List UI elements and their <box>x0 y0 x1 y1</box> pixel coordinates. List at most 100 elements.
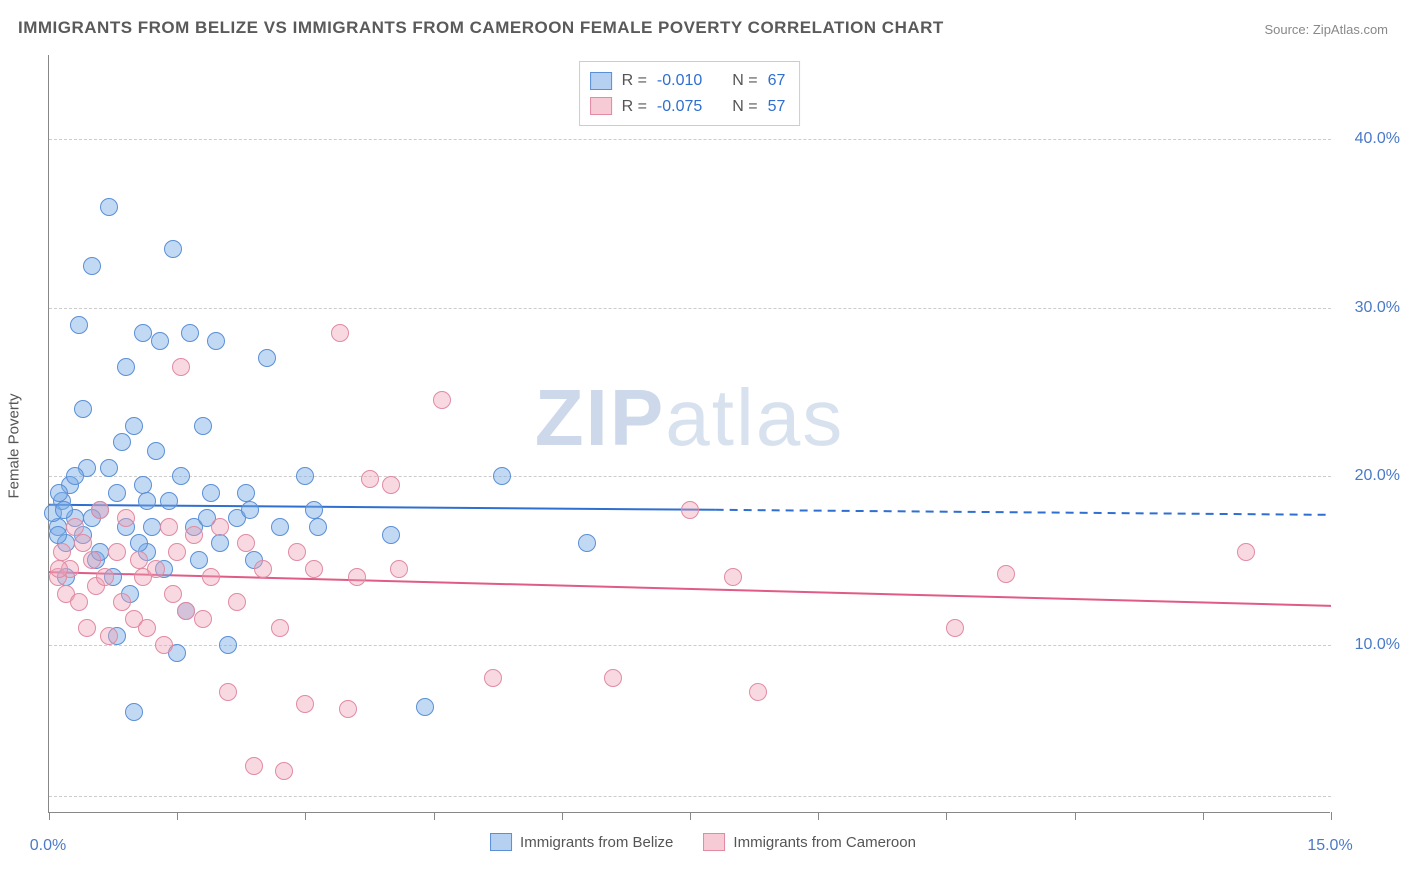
scatter-point <box>172 358 190 376</box>
scatter-point <box>50 560 68 578</box>
legend-stats: R =-0.010N =67R =-0.075N =57 <box>579 61 801 126</box>
scatter-point <box>181 324 199 342</box>
scatter-point <box>100 198 118 216</box>
legend-series-item: Immigrants from Belize <box>490 833 673 851</box>
r-label: R = <box>622 94 647 120</box>
scatter-point <box>66 518 84 536</box>
scatter-point <box>309 518 327 536</box>
legend-series-item: Immigrants from Cameroon <box>703 833 916 851</box>
scatter-point <box>271 518 289 536</box>
x-tick <box>1331 812 1332 820</box>
n-label: N = <box>732 68 757 94</box>
scatter-point <box>147 560 165 578</box>
source-label: Source: ZipAtlas.com <box>1264 22 1388 37</box>
scatter-point <box>219 683 237 701</box>
scatter-point <box>382 526 400 544</box>
gridline-h <box>49 796 1331 797</box>
scatter-point <box>113 593 131 611</box>
x-tick <box>49 812 50 820</box>
scatter-point <box>108 484 126 502</box>
scatter-point <box>117 358 135 376</box>
legend-swatch <box>590 97 612 115</box>
scatter-point <box>70 593 88 611</box>
scatter-point <box>681 501 699 519</box>
scatter-point <box>134 476 152 494</box>
x-tick <box>946 812 947 820</box>
scatter-point <box>493 467 511 485</box>
scatter-point <box>578 534 596 552</box>
scatter-point <box>168 543 186 561</box>
scatter-point <box>130 534 148 552</box>
scatter-point <box>237 484 255 502</box>
scatter-point <box>258 349 276 367</box>
scatter-point <box>66 467 84 485</box>
scatter-point <box>484 669 502 687</box>
gridline-h <box>49 645 1331 646</box>
x-tick <box>1075 812 1076 820</box>
r-label: R = <box>622 68 647 94</box>
scatter-point <box>50 484 68 502</box>
scatter-point <box>416 698 434 716</box>
scatter-point <box>211 534 229 552</box>
scatter-point <box>254 560 272 578</box>
x-tick <box>818 812 819 820</box>
x-tick <box>562 812 563 820</box>
scatter-point <box>219 636 237 654</box>
scatter-point <box>177 602 195 620</box>
legend-series-label: Immigrants from Belize <box>520 834 673 851</box>
n-label: N = <box>732 94 757 120</box>
n-value: 67 <box>768 68 786 94</box>
scatter-point <box>108 543 126 561</box>
legend-swatch <box>703 833 725 851</box>
scatter-point <box>348 568 366 586</box>
scatter-point <box>390 560 408 578</box>
scatter-point <box>91 501 109 519</box>
scatter-point <box>155 636 173 654</box>
x-tick <box>434 812 435 820</box>
scatter-point <box>96 568 114 586</box>
scatter-point <box>138 619 156 637</box>
chart-plot-area: R =-0.010N =67R =-0.075N =57 ZIPatlas 10… <box>48 55 1330 813</box>
scatter-point <box>83 257 101 275</box>
scatter-point <box>997 565 1015 583</box>
gridline-h <box>49 476 1331 477</box>
scatter-point <box>202 484 220 502</box>
y-tick-label: 20.0% <box>1340 467 1400 485</box>
scatter-point <box>228 593 246 611</box>
scatter-point <box>74 400 92 418</box>
legend-series-label: Immigrants from Cameroon <box>733 834 916 851</box>
scatter-point <box>433 391 451 409</box>
scatter-point <box>185 526 203 544</box>
r-value: -0.010 <box>657 68 702 94</box>
n-value: 57 <box>768 94 786 120</box>
scatter-point <box>113 433 131 451</box>
gridline-h <box>49 139 1331 140</box>
scatter-point <box>70 316 88 334</box>
scatter-point <box>190 551 208 569</box>
scatter-point <box>724 568 742 586</box>
scatter-point <box>78 619 96 637</box>
watermark-rest: atlas <box>665 373 844 462</box>
scatter-point <box>100 459 118 477</box>
x-tick-label: 15.0% <box>1307 837 1352 855</box>
scatter-point <box>160 518 178 536</box>
scatter-point <box>143 518 161 536</box>
chart-title: IMMIGRANTS FROM BELIZE VS IMMIGRANTS FRO… <box>18 18 944 38</box>
scatter-point <box>160 492 178 510</box>
scatter-point <box>125 703 143 721</box>
scatter-point <box>382 476 400 494</box>
scatter-point <box>275 762 293 780</box>
scatter-point <box>604 669 622 687</box>
scatter-point <box>207 332 225 350</box>
x-tick <box>177 812 178 820</box>
y-tick-label: 40.0% <box>1340 130 1400 148</box>
scatter-point <box>194 417 212 435</box>
y-tick-label: 30.0% <box>1340 299 1400 317</box>
scatter-point <box>164 585 182 603</box>
legend-stat-row: R = -0.010 N = 67 <box>590 68 786 94</box>
scatter-point <box>194 610 212 628</box>
scatter-point <box>74 534 92 552</box>
scatter-point <box>53 543 71 561</box>
legend-series: Immigrants from Belize Immigrants from Ca… <box>490 833 916 851</box>
scatter-point <box>172 467 190 485</box>
